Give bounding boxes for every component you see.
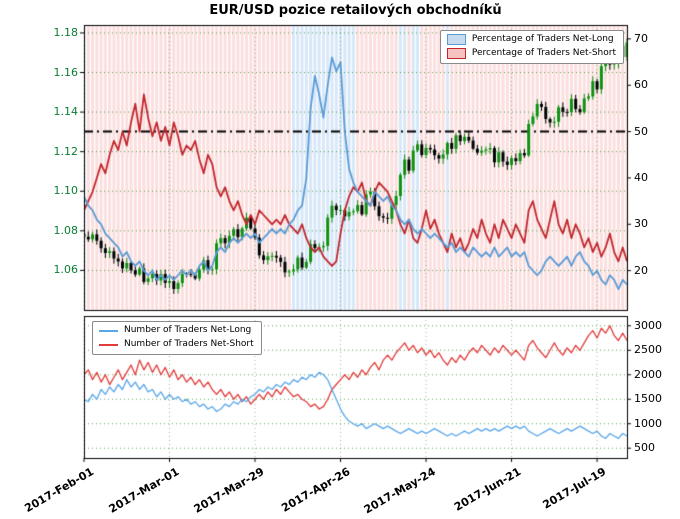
count-axis-tick-label: 1000 [634,416,662,430]
legend-row-num-net-short: Number of Traders Net-Short [99,339,254,350]
legend-label-pct-net-short: Percentage of Traders Net-Short [471,48,616,58]
chart-title: EUR/USD pozice retailových obchodníků [209,3,502,18]
percent-axis-tick-label: 40 [634,170,648,184]
price-axis-tick-label: 1.10 [53,184,79,198]
top-legend: Percentage of Traders Net-Long Percentag… [439,30,624,64]
price-axis-tick-label: 1.08 [53,223,79,237]
price-axis-tick-label: 1.14 [53,105,79,119]
price-axis-tick-label: 1.06 [53,263,79,277]
percent-axis-tick-label: 60 [634,78,648,92]
num-net-long-line-swatch [99,329,118,332]
percent-axis-tick-label: 30 [634,217,648,231]
net-long-area-swatch [446,34,466,45]
count-axis-tick-label: 3000 [634,318,662,332]
bottom-legend: Number of Traders Net-Long Number of Tra… [92,321,262,355]
legend-label-pct-net-long: Percentage of Traders Net-Long [471,34,614,44]
percent-axis-tick-label: 20 [634,263,648,277]
percent-axis-tick-label: 70 [634,31,648,45]
count-axis-tick-label: 2500 [634,343,662,357]
count-axis-tick-label: 2000 [634,367,662,381]
count-axis-tick-label: 500 [634,441,655,455]
legend-row-pct-net-short: Percentage of Traders Net-Short [446,48,616,59]
net-short-area-swatch [446,48,466,59]
legend-row-pct-net-long: Percentage of Traders Net-Long [446,34,616,45]
legend-row-num-net-long: Number of Traders Net-Long [99,325,254,336]
price-axis-tick-label: 1.12 [53,144,79,158]
legend-label-num-net-long: Number of Traders Net-Long [124,325,252,335]
price-axis-tick-label: 1.16 [53,65,79,79]
percent-axis-tick-label: 50 [634,124,648,138]
price-axis-tick-label: 1.18 [53,25,79,39]
legend-label-num-net-short: Number of Traders Net-Short [124,339,254,349]
count-axis-tick-label: 1500 [634,392,662,406]
num-net-short-line-swatch [99,343,118,346]
